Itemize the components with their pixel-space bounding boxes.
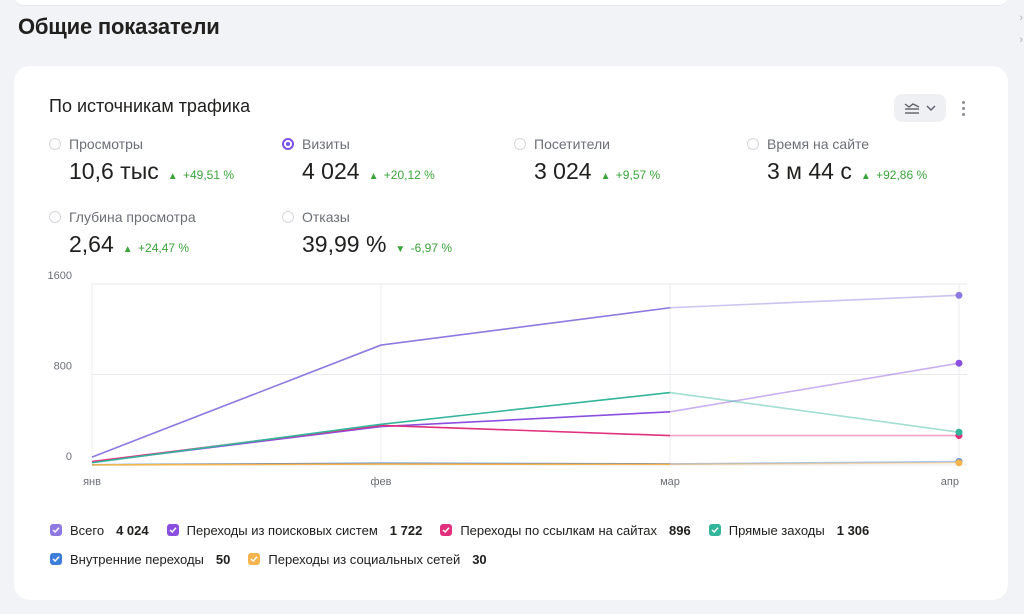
- checkbox-checked-icon[interactable]: [50, 553, 62, 565]
- legend-item[interactable]: Всего 4 024: [50, 523, 149, 538]
- triangle-up-icon: ▲: [600, 171, 611, 182]
- legend-row: Внутренние переходы 50 Переходы из социаль…: [50, 547, 970, 571]
- legend-item[interactable]: Переходы по ссылкам на сайтах 896: [440, 522, 691, 538]
- chart-type-toggle-button[interactable]: [894, 94, 946, 122]
- metric-radio[interactable]: [49, 211, 61, 223]
- legend-total: 1 722: [389, 522, 423, 538]
- legend-name: Переходы из социальных сетей: [268, 551, 461, 567]
- triangle-down-icon: ▼: [395, 244, 406, 255]
- triangle-up-icon: ▲: [122, 244, 133, 255]
- traffic-line-chart: 1600 800 0 янв фев мар апр: [48, 270, 967, 488]
- metric-radio[interactable]: [49, 138, 61, 150]
- series-point-5: [955, 459, 963, 467]
- chart-legend: Всего 4 024 Переходы из поисковых систем 1 …: [50, 518, 970, 576]
- previous-card-edge: [14, 0, 1008, 6]
- card-title: По источникам трафика: [49, 96, 251, 116]
- metric-radio[interactable]: [747, 138, 759, 150]
- metric-delta: ▲ +9,57 %: [600, 168, 661, 182]
- metric-value: 39,99 %: [302, 231, 387, 257]
- y-tick-label: 800: [54, 361, 72, 373]
- legend-row: Всего 4 024 Переходы из поисковых систем 1 …: [50, 518, 970, 542]
- right-edge: › ›: [1014, 0, 1024, 614]
- checkbox-checked-icon[interactable]: [440, 524, 453, 536]
- x-tick-label: апр: [941, 476, 959, 488]
- metric-label: Отказы: [302, 209, 350, 225]
- metric-delta: ▲ +20,12 %: [368, 168, 435, 182]
- series-line-forecast-4: [669, 460, 960, 465]
- metric-label: Просмотры: [69, 136, 143, 152]
- series-line-forecast-5: [669, 461, 960, 466]
- series-line-forecast-1: [669, 362, 960, 413]
- traffic-sources-card: По источникам трафика Просмотры 10,6 тыс ▲…: [14, 66, 1008, 600]
- y-tick-label: 0: [66, 451, 72, 463]
- metric-1[interactable]: Визиты 4 024 ▲ +20,12 %: [282, 136, 435, 185]
- metric-value: 3 м 44 с: [767, 158, 852, 184]
- metric-label: Визиты: [302, 136, 350, 152]
- legend-name: Внутренние переходы: [70, 551, 204, 567]
- triangle-up-icon: ▲: [860, 171, 871, 182]
- metric-radio[interactable]: [282, 211, 294, 223]
- x-tick-label: фев: [370, 476, 391, 488]
- triangle-up-icon: ▲: [167, 171, 178, 182]
- legend-total: 30: [472, 551, 487, 567]
- top-strip: [0, 0, 1024, 8]
- legend-total: 1 306: [836, 522, 870, 538]
- metric-0[interactable]: Просмотры 10,6 тыс ▲ +49,51 %: [49, 136, 234, 185]
- section-title: Общие показатели: [18, 14, 220, 39]
- series-point-1: [955, 359, 963, 367]
- series-line-forecast-3: [669, 391, 960, 433]
- legend-item[interactable]: Переходы из социальных сетей 30: [248, 551, 487, 567]
- more-vertical-icon[interactable]: [956, 96, 970, 120]
- legend-total: 50: [215, 551, 231, 567]
- legend-item[interactable]: Внутренние переходы 50: [50, 552, 230, 567]
- checkbox-checked-icon[interactable]: [50, 524, 62, 536]
- metric-value: 10,6 тыс: [69, 158, 159, 184]
- metric-radio[interactable]: [282, 138, 294, 150]
- chevron-down-icon: [926, 105, 936, 111]
- x-tick-label: янв: [83, 476, 101, 488]
- metric-radio[interactable]: [514, 138, 526, 150]
- metric-label: Глубина просмотра: [69, 209, 196, 225]
- checkbox-checked-icon[interactable]: [166, 524, 179, 536]
- chart-type-icon: [904, 103, 920, 114]
- metric-delta: ▲ +24,47 %: [122, 241, 190, 255]
- legend-item[interactable]: Переходы из поисковых систем 1 722: [166, 522, 423, 538]
- checkbox-checked-icon[interactable]: [248, 553, 261, 565]
- metric-value: 3 024: [534, 158, 592, 184]
- edge-mark-icon: ›: [1019, 12, 1023, 24]
- metric-4[interactable]: Глубина просмотра 2,64 ▲ +24,47 %: [49, 209, 196, 258]
- triangle-up-icon: ▲: [368, 171, 379, 182]
- metric-label: Время на сайте: [767, 136, 870, 152]
- series-line-0: [91, 306, 671, 458]
- metric-3[interactable]: Время на сайте 3 м 44 с ▲ +92,86 %: [747, 136, 927, 185]
- edge-mark-icon: ›: [1019, 34, 1023, 46]
- legend-name: Всего: [70, 522, 105, 538]
- metric-label: Посетители: [534, 136, 610, 152]
- metric-value: 2,64: [69, 231, 114, 257]
- series-line-5: [91, 463, 671, 466]
- legend-item[interactable]: Прямые заходы 1 306: [708, 522, 870, 538]
- legend-name: Переходы по ссылкам на сайтах: [460, 522, 658, 538]
- metric-2[interactable]: Посетители 3 024 ▲ +9,57 %: [514, 136, 660, 185]
- x-tick-label: мар: [660, 476, 680, 488]
- legend-name: Переходы из поисковых систем: [186, 522, 378, 538]
- metric-delta: ▲ +92,86 %: [860, 168, 928, 182]
- metric-value: 4 024: [302, 158, 360, 184]
- y-tick-label: 1600: [48, 270, 72, 282]
- series-point-3: [955, 428, 963, 436]
- legend-total: 896: [669, 522, 691, 538]
- metric-delta: ▼ -6,97 %: [395, 241, 453, 255]
- legend-total: 4 024: [116, 522, 149, 538]
- legend-name: Прямые заходы: [728, 522, 825, 538]
- metric-delta: ▲ +49,51 %: [167, 168, 235, 182]
- series-line-3: [91, 391, 671, 464]
- checkbox-checked-icon[interactable]: [708, 524, 721, 536]
- metric-5[interactable]: Отказы 39,99 % ▼ -6,97 %: [282, 209, 452, 258]
- series-line-forecast-0: [669, 294, 960, 309]
- series-point-0: [955, 291, 963, 299]
